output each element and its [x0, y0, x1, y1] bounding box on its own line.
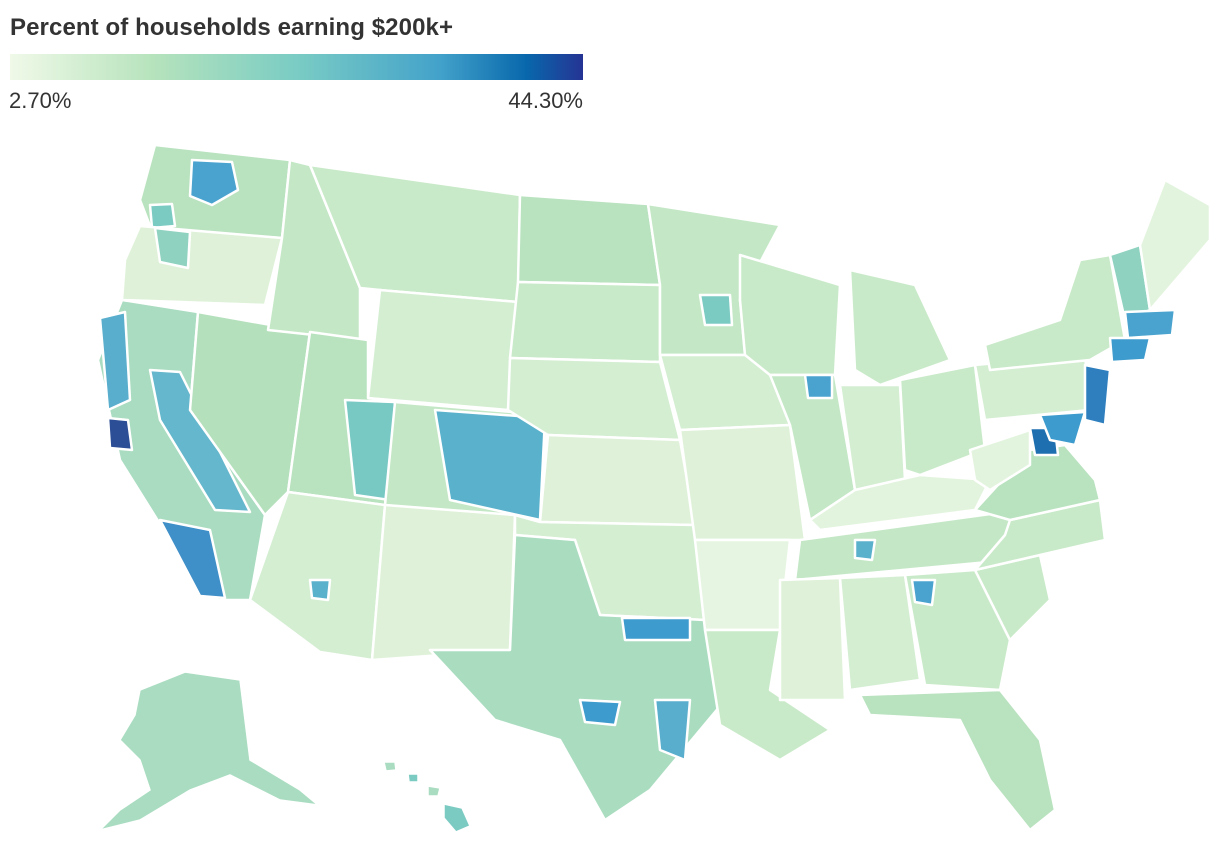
state-connecticut-ri [1108, 336, 1152, 364]
district-n-virginia [1028, 426, 1060, 457]
district-atlanta [910, 578, 937, 607]
state-missouri [678, 423, 807, 542]
state-kentucky [808, 473, 992, 532]
state-colorado [383, 400, 550, 524]
district-salt-lake [343, 398, 397, 502]
state-virginia [973, 443, 1102, 522]
state-utah [286, 330, 397, 507]
state-iowa [658, 353, 792, 432]
state-pennsylvania [973, 353, 1092, 422]
state-wyoming [366, 288, 520, 412]
district-phoenix [308, 578, 332, 602]
state-nebraska [506, 356, 682, 442]
legend-title: Percent of households earning $200k+ [10, 14, 454, 41]
island-big-island [443, 803, 471, 833]
state-arkansas [693, 538, 792, 632]
state-new-mexico [370, 503, 517, 662]
state-illinois [768, 373, 857, 522]
hawaii [383, 761, 471, 833]
district-portland [153, 226, 192, 270]
district-houston [653, 698, 692, 762]
state-ohio [898, 363, 987, 477]
district-chicago [803, 373, 834, 400]
district-seattle [188, 158, 240, 207]
color-scale-bar [10, 54, 583, 80]
state-arizona [248, 490, 387, 662]
state-kansas [538, 433, 697, 527]
state-new-york [983, 253, 1127, 372]
state-south-dakota [508, 280, 662, 364]
district-norcal-coast [98, 310, 132, 412]
island-maui [427, 785, 441, 797]
state-california [96, 298, 267, 602]
state-indiana [838, 383, 907, 492]
state-mississippi [778, 576, 847, 702]
state-michigan [848, 268, 952, 387]
state-massachusetts [1123, 308, 1177, 340]
state-alabama [838, 573, 922, 692]
district-la [158, 518, 227, 600]
state-tennessee [793, 508, 1022, 582]
state-minnesota [646, 202, 782, 357]
state-georgia [903, 568, 1012, 692]
island-kauai [383, 761, 397, 772]
district-bay-area [106, 416, 134, 452]
state-nevada [188, 310, 312, 517]
state-west-virginia [968, 428, 1032, 492]
state-montana [308, 163, 522, 304]
state-oklahoma [513, 513, 707, 622]
state-florida [858, 688, 1057, 832]
contiguous-us [96, 143, 1212, 832]
state-north-dakota [516, 193, 662, 287]
state-maryland [1038, 410, 1087, 447]
state-wisconsin [738, 253, 842, 377]
state-new-jersey [1083, 363, 1112, 427]
district-denver [433, 408, 547, 522]
state-washington [138, 143, 292, 240]
district-minneapolis [698, 293, 734, 327]
legend-max-label: 44.30% [508, 88, 583, 113]
state-idaho [266, 158, 362, 342]
district-nashville [853, 538, 877, 562]
state-alaska [97, 671, 321, 832]
state-north-carolina [973, 498, 1107, 572]
district-sierra [148, 368, 252, 514]
state-texas [428, 533, 727, 822]
state-louisiana [703, 628, 832, 762]
alaska [97, 671, 321, 832]
district-wa-west [148, 202, 177, 230]
state-south-carolina [973, 553, 1052, 642]
legend-min-label: 2.70% [9, 88, 72, 113]
state-maine [1138, 178, 1212, 312]
state-vermont-nh [1108, 243, 1152, 322]
state-oregon [120, 224, 284, 307]
district-dallas [620, 616, 692, 642]
island-oahu [407, 773, 419, 783]
district-austin [578, 698, 622, 727]
